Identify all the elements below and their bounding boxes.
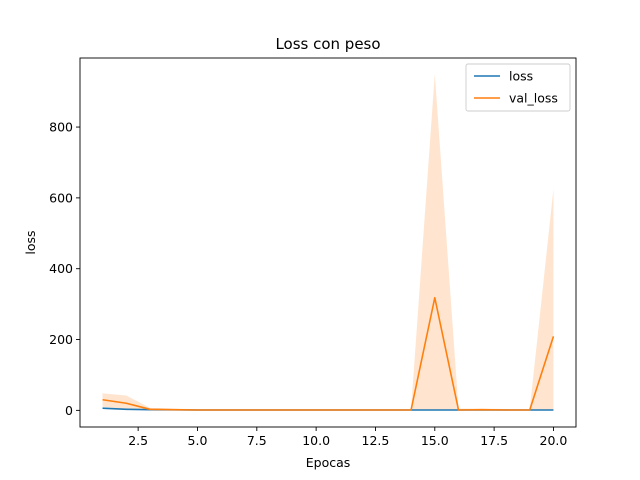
x-tick-label: 5.0 — [188, 433, 208, 448]
val-loss-line — [102, 296, 555, 411]
y-tick-label: 600 — [49, 190, 73, 205]
y-tick-label: 200 — [49, 332, 73, 347]
y-axis-label: loss — [23, 230, 38, 254]
legend: loss val_loss — [465, 63, 571, 112]
val-loss-confidence-band — [102, 73, 554, 411]
val-loss-legend-label: val_loss — [509, 91, 558, 106]
x-axis-label: Epocas — [306, 455, 351, 470]
plot-frame — [79, 57, 577, 428]
loss-legend-label: loss — [509, 69, 533, 84]
x-tick-label: 15.0 — [421, 433, 449, 448]
x-tick-label: 20.0 — [540, 433, 568, 448]
x-tick-label: 17.5 — [480, 433, 508, 448]
x-tick-label: 12.5 — [362, 433, 390, 448]
chart-title: Loss con peso — [275, 35, 380, 53]
y-tick-label: 400 — [49, 261, 73, 276]
y-tick-label: 800 — [49, 120, 73, 135]
x-tick-label: 2.5 — [128, 433, 148, 448]
y-tick-label: 0 — [65, 403, 73, 418]
x-tick-label: 10.0 — [302, 433, 330, 448]
x-tick-label: 7.5 — [247, 433, 267, 448]
